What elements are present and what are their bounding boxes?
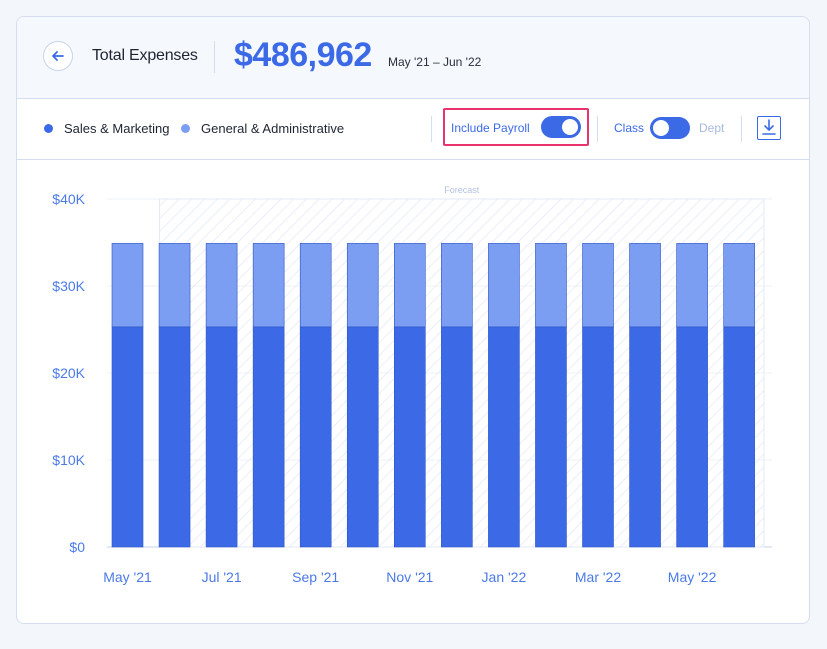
bar-sales-marketing <box>488 326 520 548</box>
y-tick-label: $40K <box>52 191 85 207</box>
download-button[interactable] <box>757 116 781 140</box>
page-title: Total Expenses <box>92 47 198 64</box>
bar-sales-marketing <box>535 326 567 548</box>
dept-option-label[interactable]: Dept <box>699 121 725 135</box>
date-range: May '21 – Jun '22 <box>388 55 482 69</box>
bar-sales-marketing <box>111 326 144 548</box>
legend-dot-general-administrative <box>181 124 190 133</box>
bar-general-administrative <box>488 243 520 328</box>
bar-sales-marketing <box>676 326 708 548</box>
bar-sales-marketing <box>158 326 191 548</box>
arrow-left-icon <box>52 51 64 61</box>
bar-general-administrative <box>393 243 426 328</box>
payroll-toggle-highlight: Include Payroll <box>443 108 589 146</box>
bar-general-administrative <box>629 243 661 328</box>
total-amount: $486,962 <box>234 36 372 74</box>
toggle-knob <box>653 120 669 136</box>
class-option-label[interactable]: Class <box>614 121 645 135</box>
expenses-card: Total Expenses $486,962 May '21 – Jun '2… <box>16 16 810 624</box>
divider <box>214 41 215 73</box>
legend-label-general-administrative: General & Administrative <box>201 121 345 136</box>
class-dept-toggle[interactable] <box>650 117 690 139</box>
x-tick-label: May '21 <box>103 569 152 585</box>
bar-general-administrative <box>111 243 144 328</box>
divider <box>597 116 598 142</box>
expenses-chart: Forecast $0 $10K $20K $30K $40K May '21 Jul '2… <box>52 185 772 585</box>
bar-general-administrative <box>158 243 191 328</box>
bar-sales-marketing <box>441 326 473 548</box>
x-tick-label: Sep '21 <box>292 569 339 585</box>
x-tick-label: Jul '21 <box>202 569 242 585</box>
legend-dot-sales-marketing <box>44 124 53 133</box>
bar-general-administrative <box>299 243 332 328</box>
legend-label-sales-marketing: Sales & Marketing <box>64 121 170 136</box>
divider <box>741 116 742 142</box>
bar-general-administrative <box>582 243 614 328</box>
bar-sales-marketing <box>252 326 285 548</box>
bar-sales-marketing <box>723 326 755 548</box>
bar-general-administrative <box>346 243 379 328</box>
bar-general-administrative <box>441 243 473 328</box>
bar-sales-marketing <box>393 326 426 548</box>
x-tick-label: Jan '22 <box>482 569 527 585</box>
y-tick-label: $10K <box>52 452 85 468</box>
bar-general-administrative <box>723 243 755 328</box>
forecast-label: Forecast <box>444 185 480 195</box>
y-tick-label: $0 <box>69 539 85 555</box>
back-button[interactable] <box>43 41 73 71</box>
chart-toolbar: Sales & Marketing General & Administrati… <box>17 99 809 160</box>
card-header: Total Expenses $486,962 May '21 – Jun '2… <box>17 17 809 99</box>
bar-general-administrative <box>205 243 238 328</box>
y-tick-label: $20K <box>52 365 85 381</box>
x-tick-label: Mar '22 <box>575 569 621 585</box>
bar-sales-marketing <box>346 326 379 548</box>
y-tick-label: $30K <box>52 278 85 294</box>
bar-sales-marketing <box>205 326 238 548</box>
bar-general-administrative <box>252 243 285 328</box>
bar-sales-marketing <box>299 326 332 548</box>
include-payroll-label: Include Payroll <box>451 121 530 135</box>
download-icon <box>762 119 776 135</box>
bar-sales-marketing <box>582 326 614 548</box>
bar-sales-marketing <box>629 326 661 548</box>
bar-general-administrative <box>535 243 567 328</box>
toggle-knob <box>562 119 578 135</box>
bar-general-administrative <box>676 243 708 328</box>
include-payroll-toggle[interactable] <box>541 116 581 138</box>
x-tick-label: May '22 <box>668 569 717 585</box>
divider <box>431 116 432 142</box>
x-tick-label: Nov '21 <box>386 569 433 585</box>
